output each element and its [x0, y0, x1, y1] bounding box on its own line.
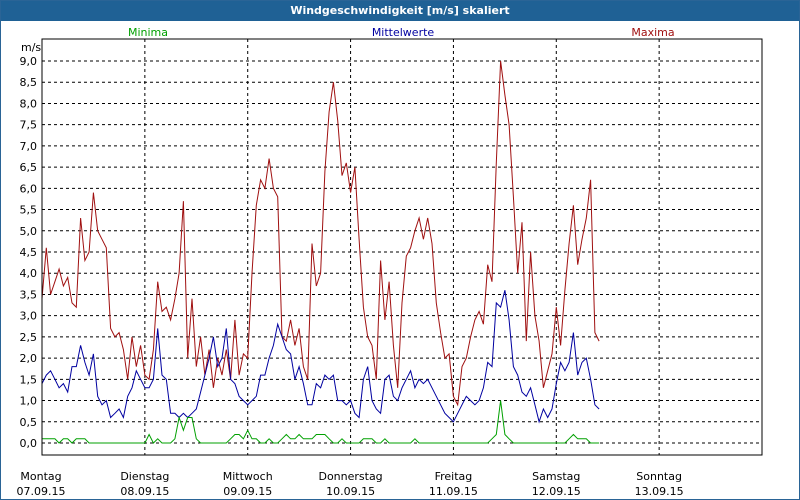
x-tick-day-label: Samstag [532, 470, 580, 483]
y-tick-label: 9,0 [20, 55, 38, 68]
y-axis-unit-label: m/s [21, 41, 41, 54]
y-tick-label: 2,0 [20, 352, 38, 365]
x-tick-date-label: 09.09.15 [223, 485, 272, 498]
y-tick-label: 0,0 [20, 437, 38, 450]
y-tick-label: 7,5 [20, 119, 38, 132]
series-line-mittelwerte [41, 290, 600, 424]
y-tick-label: 1,0 [20, 395, 38, 408]
x-tick-day-label: Dienstag [120, 470, 169, 483]
y-tick-label: 3,5 [20, 288, 38, 301]
x-tick-day-label: Sonntag [636, 470, 682, 483]
plot-area-border [41, 38, 763, 456]
label-layer: 0,0 0,5 1,0 1,5 2,0 2,5 3,0 3,5 4,0 4,5 5,0 5,5 6,0 6… [17, 26, 684, 498]
y-tick-label: 6,0 [20, 182, 38, 195]
y-tick-label: 2,5 [20, 331, 38, 344]
series-line-maxima [41, 60, 600, 407]
x-tick-day-label: Freitag [435, 470, 473, 483]
x-tick-day-label: Mittwoch [223, 470, 273, 483]
x-tick-date-label: 10.09.15 [326, 485, 375, 498]
y-tick-label: 4,5 [20, 246, 38, 259]
chart-title: Windgeschwindigkeit [m/s] skaliert [1, 1, 799, 21]
y-tick-label: 0,5 [20, 416, 38, 429]
y-tick-label: 3,0 [20, 310, 38, 323]
legend-minima: Minima [128, 26, 168, 39]
grid-layer [42, 39, 762, 455]
x-tick-date-label: 07.09.15 [17, 485, 66, 498]
x-tick-day-label: Montag [20, 470, 61, 483]
x-tick-date-label: 13.09.15 [635, 485, 684, 498]
axis-layer [41, 38, 763, 456]
y-tick-label: 8,5 [20, 76, 38, 89]
y-tick-label: 7,0 [20, 140, 38, 153]
legend-maxima: Maxima [631, 26, 674, 39]
y-tick-label: 6,5 [20, 161, 38, 174]
y-tick-label: 1,5 [20, 373, 38, 386]
x-tick-day-label: Donnerstag [318, 470, 382, 483]
series-line-minima [42, 400, 600, 444]
legend-mittelwerte: Mittelwerte [372, 26, 435, 39]
x-tick-date-label: 11.09.15 [429, 485, 478, 498]
y-tick-label: 5,5 [20, 204, 38, 217]
y-tick-label: 8,0 [20, 97, 38, 110]
y-tick-label: 5,0 [20, 225, 38, 238]
x-tick-date-label: 08.09.15 [120, 485, 169, 498]
y-tick-label: 4,0 [20, 267, 38, 280]
x-tick-date-label: 12.09.15 [532, 485, 581, 498]
series-layer [41, 60, 600, 444]
